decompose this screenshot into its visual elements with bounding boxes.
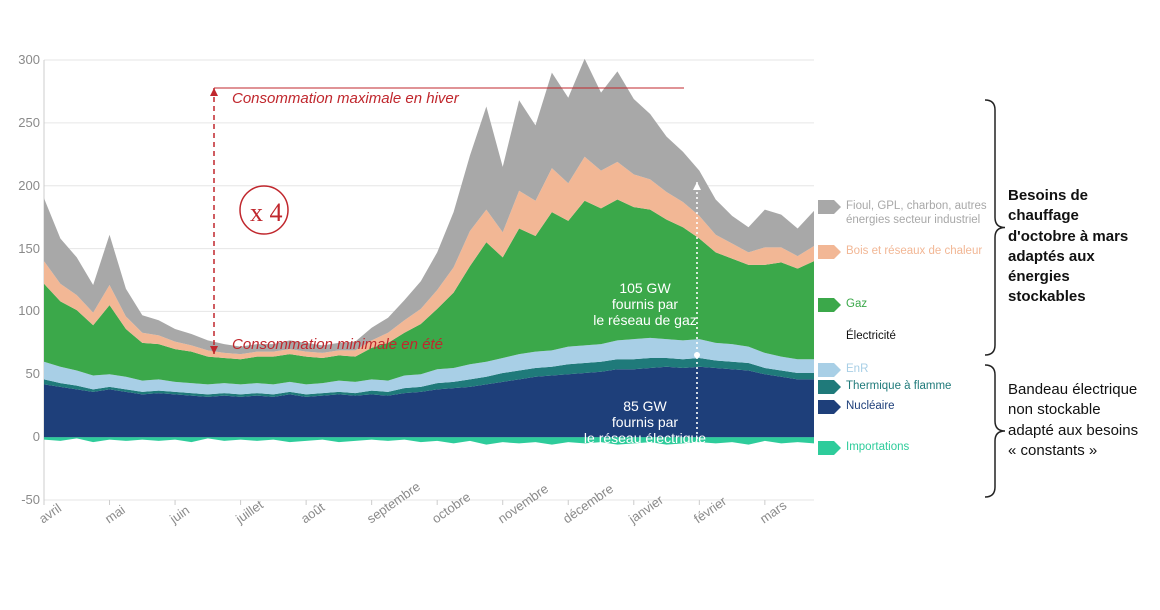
annotation-x4: x 4	[250, 198, 283, 228]
y-tick-label: 100	[4, 303, 40, 318]
side-label-top: Besoins de chauffage d'octobre à mars ad…	[1008, 186, 1148, 308]
legend-label-enr: EnR	[846, 362, 966, 376]
legend-label-thermique: Thermique à flamme	[846, 379, 986, 393]
legend-label-elec_lbl: Électricité	[846, 329, 966, 343]
y-tick-label: -50	[4, 492, 40, 507]
legend-marker	[818, 363, 841, 377]
y-tick-label: 0	[4, 429, 40, 444]
y-tick-label: 50	[4, 366, 40, 381]
legend-label-bois: Bois et réseaux de chaleur	[846, 244, 986, 258]
annotation-min-summer: Consommation minimale en été	[232, 336, 443, 353]
y-tick-label: 250	[4, 115, 40, 130]
y-tick-label: 300	[4, 52, 40, 67]
annotation-max-winter: Consommation maximale en hiver	[232, 90, 459, 107]
y-tick-label: 200	[4, 178, 40, 193]
annotation-elec: 85 GWfournis parle réseau électrique	[560, 398, 730, 446]
legend-label-gaz: Gaz	[846, 297, 966, 311]
brace	[985, 365, 1005, 497]
legend-marker	[818, 298, 841, 312]
chart-container: Consommation maximale en hiver Consommat…	[0, 0, 1160, 610]
legend-label-importations: Importations	[846, 440, 966, 454]
y-tick-label: 150	[4, 241, 40, 256]
legend-marker	[818, 245, 841, 259]
legend-label-fioul: Fioul, GPL, charbon, autres énergies sec…	[846, 199, 1016, 228]
legend-marker	[818, 400, 841, 414]
side-label-bottom: Bandeau électrique non stockable adapté …	[1008, 380, 1148, 461]
legend-marker	[818, 380, 841, 394]
legend-label-nucleaire: Nucléaire	[846, 399, 966, 413]
legend-marker	[818, 441, 841, 455]
annotation-gaz: 105 GWfournis parle réseau de gaz	[560, 280, 730, 328]
legend-marker	[818, 200, 841, 214]
